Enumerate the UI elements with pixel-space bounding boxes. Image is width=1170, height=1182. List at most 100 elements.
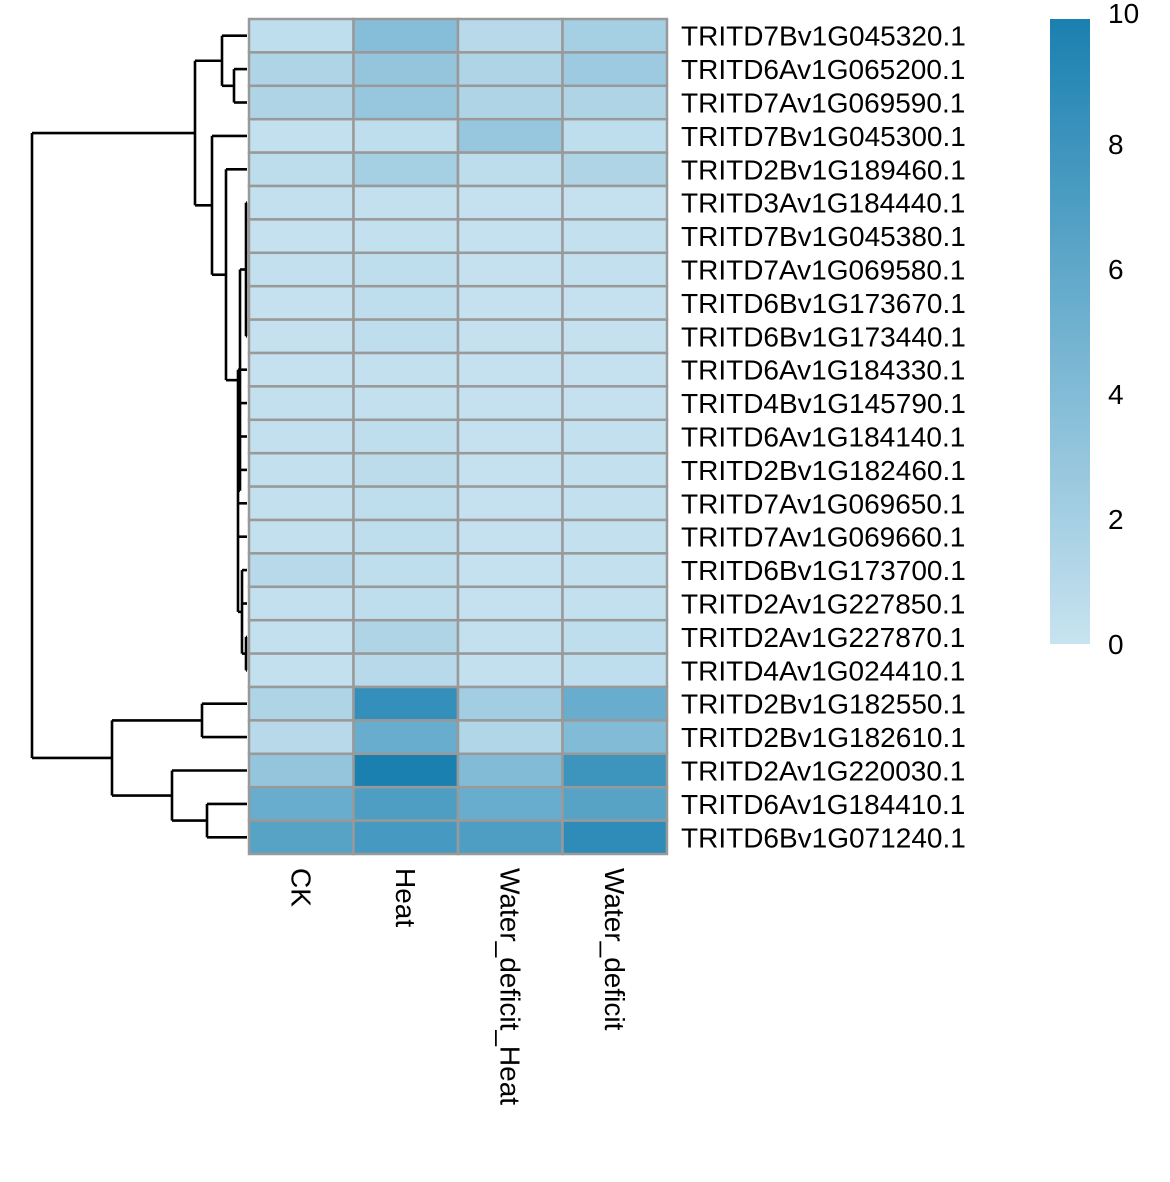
row-label: TRITD2Bv1G189460.1 <box>681 154 966 185</box>
heatmap-cell <box>247 284 355 321</box>
heatmap-cell <box>247 385 355 422</box>
heatmap-cell <box>456 351 564 388</box>
heatmap-cell <box>561 752 669 789</box>
heatmap-cell <box>561 485 669 522</box>
heatmap-cell <box>456 752 564 789</box>
heatmap-cell <box>352 351 460 388</box>
heatmap-cell <box>561 418 669 455</box>
heatmap-cell <box>247 485 355 522</box>
heatmap-cell <box>456 518 564 555</box>
heatmap-cell <box>352 284 460 321</box>
row-label: TRITD2Av1G227850.1 <box>681 589 965 620</box>
heatmap-cell <box>456 17 564 54</box>
heatmap-cell <box>456 184 564 221</box>
row-label: TRITD4Bv1G145790.1 <box>681 388 966 419</box>
heatmap-cell <box>561 585 669 622</box>
heatmap-cell <box>352 84 460 121</box>
heatmap-cell <box>352 752 460 789</box>
heatmap-cell <box>247 451 355 488</box>
heatmap-cell <box>247 618 355 655</box>
row-label: TRITD3Av1G184440.1 <box>681 188 965 219</box>
row-dendrogram <box>30 34 248 839</box>
heatmap-cell <box>352 218 460 255</box>
heatmap-cell <box>352 552 460 589</box>
heatmap-cell <box>456 117 564 154</box>
heatmap-cell <box>247 685 355 722</box>
column-label: Heat <box>390 868 421 927</box>
heatmap-cell <box>456 552 564 589</box>
heatmap-cell <box>561 251 669 288</box>
heatmap-cell <box>247 552 355 589</box>
row-label: TRITD2Av1G227870.1 <box>681 622 965 653</box>
heatmap-cell <box>456 585 564 622</box>
heatmap-cell <box>561 351 669 388</box>
row-label: TRITD7Av1G069660.1 <box>681 522 965 553</box>
heatmap-cell <box>456 251 564 288</box>
heatmap-cell <box>352 685 460 722</box>
heatmap-cell <box>561 17 669 54</box>
row-label: TRITD7Av1G069650.1 <box>681 488 965 519</box>
row-label: TRITD6Bv1G071240.1 <box>681 822 966 853</box>
heatmap-cell <box>352 518 460 555</box>
heatmap-cell <box>456 385 564 422</box>
heatmap-cell <box>561 184 669 221</box>
heatmap-cell <box>352 618 460 655</box>
heatmap-cell <box>247 819 355 856</box>
heatmap-cell <box>247 251 355 288</box>
heatmap-cell <box>561 284 669 321</box>
row-label: TRITD7Bv1G045300.1 <box>681 121 966 152</box>
column-labels: CK Heat Water_deficit_Heat Water_deficit <box>285 868 630 1105</box>
row-label: TRITD6Bv1G173700.1 <box>681 555 966 586</box>
row-label: TRITD6Av1G184410.1 <box>681 789 965 820</box>
heatmap-cell <box>247 117 355 154</box>
heatmap-cell <box>352 151 460 188</box>
heatmap-cell <box>352 652 460 689</box>
heatmap-cell <box>352 585 460 622</box>
heatmap-cells <box>247 17 669 856</box>
colorbar-tick-label: 6 <box>1108 254 1124 285</box>
heatmap-cell <box>456 819 564 856</box>
heatmap-cell <box>352 184 460 221</box>
heatmap-cell <box>352 251 460 288</box>
heatmap-cell <box>247 84 355 121</box>
colorbar <box>1050 19 1090 644</box>
heatmap-cell <box>456 685 564 722</box>
column-label: CK <box>285 868 316 907</box>
heatmap-cell <box>456 84 564 121</box>
row-label: TRITD6Bv1G173670.1 <box>681 288 966 319</box>
heatmap-cell <box>247 151 355 188</box>
heatmap-cell <box>561 218 669 255</box>
column-label: Water_deficit_Heat <box>494 868 525 1105</box>
heatmap-cell <box>561 451 669 488</box>
heatmap-cell <box>456 485 564 522</box>
heatmap-cell <box>561 318 669 355</box>
heatmap-cell <box>456 418 564 455</box>
heatmap-cell <box>561 84 669 121</box>
heatmap-cell <box>561 819 669 856</box>
heatmap-cell <box>352 385 460 422</box>
heatmap-cell <box>247 318 355 355</box>
row-label: TRITD6Av1G065200.1 <box>681 54 965 85</box>
heatmap-cell <box>456 451 564 488</box>
heatmap-cell <box>247 585 355 622</box>
heatmap-cell <box>247 418 355 455</box>
colorbar-tick-label: 0 <box>1108 629 1124 660</box>
row-label: TRITD2Bv1G182610.1 <box>681 722 966 753</box>
column-label: Water_deficit <box>599 868 630 1031</box>
heatmap-cell <box>247 752 355 789</box>
heatmap-cell <box>456 719 564 756</box>
heatmap-cell <box>456 284 564 321</box>
heatmap-cell <box>561 385 669 422</box>
row-label: TRITD7Bv1G045320.1 <box>681 21 966 52</box>
row-label: TRITD7Bv1G045380.1 <box>681 221 966 252</box>
heatmap-cell <box>247 184 355 221</box>
colorbar-tick-label: 10 <box>1108 0 1139 29</box>
heatmap-cell <box>456 652 564 689</box>
heatmap-cell <box>456 618 564 655</box>
heatmap-cell <box>561 518 669 555</box>
row-label: TRITD2Av1G220030.1 <box>681 756 965 787</box>
heatmap-cell <box>247 518 355 555</box>
heatmap-cell <box>352 117 460 154</box>
heatmap-cell <box>456 151 564 188</box>
